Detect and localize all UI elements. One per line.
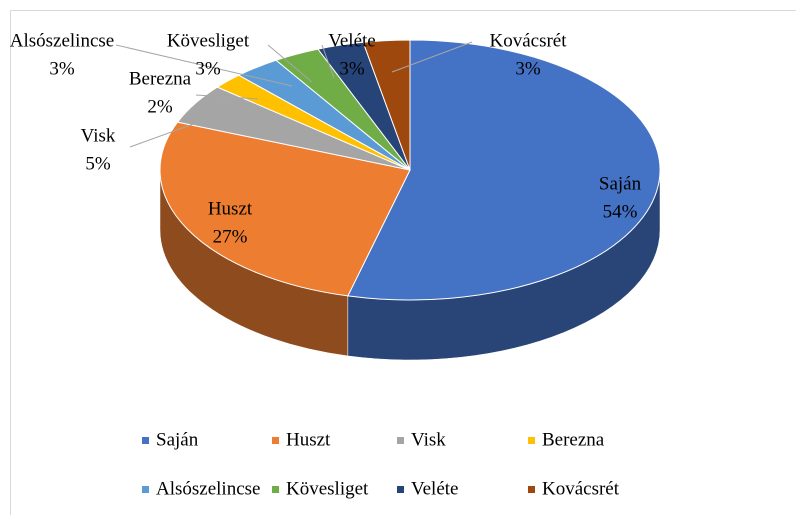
legend-label: Kövesliget — [286, 478, 369, 499]
leader-line — [321, 44, 335, 79]
data-label-value: 2% — [147, 96, 173, 117]
legend-swatch — [397, 486, 404, 493]
legend-swatch — [142, 437, 149, 444]
leader-line — [267, 44, 313, 83]
legend-label: Alsószelincse — [156, 478, 260, 499]
slice — [159, 121, 411, 297]
data-label-value: 3% — [339, 58, 365, 79]
legend-label: Veléte — [411, 478, 458, 499]
data-label-value: 5% — [85, 153, 111, 174]
data-label-name: Veléte — [328, 30, 375, 51]
data-label-value: 3% — [195, 58, 221, 79]
legend-label: Huszt — [286, 429, 331, 450]
data-label-name: Visk — [81, 125, 116, 146]
legend-label: Berezna — [542, 429, 605, 450]
slice — [347, 39, 661, 301]
leader-line — [129, 117, 211, 148]
data-label-value: 54% — [603, 201, 638, 222]
data-label-name: Saján — [599, 173, 642, 194]
leader-line — [391, 41, 473, 73]
slice — [362, 39, 411, 171]
legend-label: Kovácsrét — [542, 478, 620, 499]
legend-swatch — [397, 437, 404, 444]
leader-line — [115, 44, 293, 87]
legend-label: Visk — [411, 429, 446, 450]
data-label-name: Alsószelincse — [10, 30, 114, 51]
leader-line — [195, 94, 259, 100]
data-label-value: 3% — [515, 58, 541, 79]
data-label-name: Berezna — [129, 68, 192, 89]
legend-swatch — [272, 437, 279, 444]
data-label-name: Huszt — [208, 198, 253, 219]
data-label-name: Kovácsrét — [489, 30, 567, 51]
data-label-value: 3% — [49, 58, 75, 79]
legend-label: Saján — [156, 429, 199, 450]
legend-swatch — [528, 486, 535, 493]
data-label-value: 27% — [213, 226, 248, 247]
data-label-name: Kövesliget — [167, 30, 250, 51]
legend-swatch — [142, 486, 149, 493]
legend-swatch — [272, 486, 279, 493]
legend-swatch — [528, 437, 535, 444]
